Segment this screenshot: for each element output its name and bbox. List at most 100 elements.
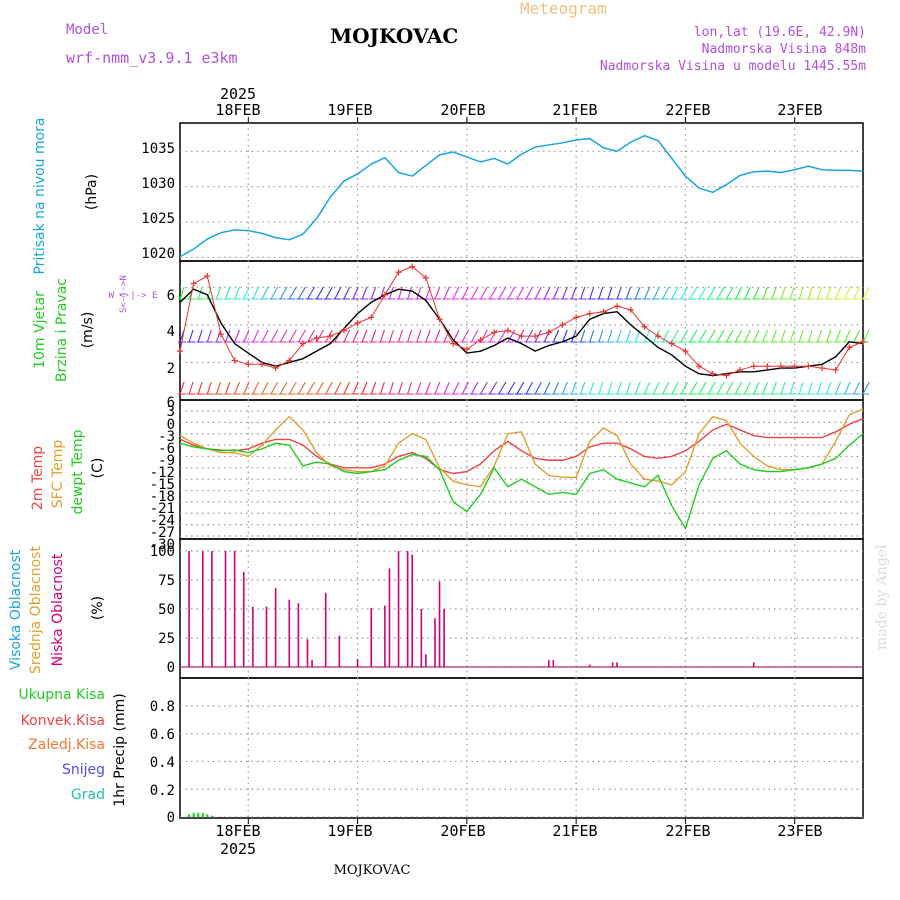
wind-gust-marker xyxy=(518,333,525,340)
temp-tick: -30 xyxy=(150,537,175,553)
wind-barb xyxy=(698,286,707,300)
precip-label-hail: Grad xyxy=(71,787,105,803)
wind-barb xyxy=(434,329,441,343)
bottom-day-label: 22FEB xyxy=(665,822,710,840)
wind-gust-marker xyxy=(422,274,429,281)
wind-barb xyxy=(307,381,316,395)
wind-barb xyxy=(571,381,577,395)
wind-barb xyxy=(416,329,422,343)
wind-barb xyxy=(288,286,297,300)
wind-barb xyxy=(835,286,842,300)
wind-barb xyxy=(680,286,689,300)
wind-gust-marker xyxy=(641,323,648,330)
wind-barb xyxy=(316,286,324,300)
wind-barb xyxy=(388,329,394,343)
temp-tick: -21 xyxy=(150,501,175,517)
wind-barb xyxy=(807,381,813,395)
wind-barb xyxy=(188,329,194,343)
wind-gust-marker xyxy=(450,340,457,347)
precip-label-snow: Snijeg xyxy=(62,762,105,778)
wind-barb xyxy=(707,329,716,343)
wind-barb xyxy=(762,286,769,300)
wind-barb xyxy=(716,329,725,343)
wind-barb xyxy=(443,381,450,395)
wind-gust-marker xyxy=(545,329,552,336)
wind-gust-marker xyxy=(313,335,320,342)
wind-barb xyxy=(407,329,413,343)
wind-gust-marker xyxy=(354,319,361,326)
wind-barb xyxy=(598,286,604,300)
bottom-day-labels: 18FEB 19FEB 20FEB 21FEB 22FEB 23FEB xyxy=(215,822,822,840)
wind-barb xyxy=(643,329,651,343)
wind-barb xyxy=(725,381,734,395)
wind-barb xyxy=(379,329,385,343)
wind-barb xyxy=(297,329,307,343)
precip-label-total: Ukupna Kisa xyxy=(18,687,105,703)
wind-barb xyxy=(680,329,689,343)
wind-gust-marker xyxy=(586,310,593,317)
model-label: Model xyxy=(66,22,108,38)
wind-barb xyxy=(716,381,725,395)
temp-panel-frame xyxy=(179,399,864,540)
top-year-label: 2025 xyxy=(220,85,256,103)
bottom-day-label: 19FEB xyxy=(327,822,372,840)
wind-gust-marker xyxy=(819,365,826,372)
wind-barb xyxy=(671,286,679,300)
wind-barb xyxy=(634,381,641,395)
wind-barb xyxy=(452,286,460,300)
wind-barb xyxy=(780,329,786,343)
temp-label-2m: 2m Temp xyxy=(30,446,46,510)
wind-barb xyxy=(826,329,832,343)
wind-barb xyxy=(744,381,751,395)
wind-barb xyxy=(398,381,403,395)
wind-barb xyxy=(343,329,351,343)
wind-barb xyxy=(780,381,786,395)
wind-gust-marker xyxy=(559,321,566,328)
temp-tick: -3 xyxy=(158,429,175,445)
wind-barb xyxy=(762,329,769,343)
wind-barb xyxy=(835,329,842,343)
precip-ticks: 0 0.2 0.4 0.6 0.8 xyxy=(150,699,175,826)
wind-barb xyxy=(361,286,368,300)
wind-panel-label-2: Brzina i Pravac xyxy=(54,278,70,382)
wind-panel-label-1: 10m Vjetar xyxy=(32,291,48,369)
wind-barb xyxy=(725,329,734,343)
wind-barb xyxy=(507,381,516,395)
wind-gust-marker xyxy=(723,372,730,379)
wind-barb xyxy=(844,329,851,343)
precip-label-freezing: Zaledj.Kisa xyxy=(28,737,105,753)
wind-barb xyxy=(662,381,670,395)
wind-barb xyxy=(853,329,861,343)
cloud-label-mid: Srednja Oblacnost xyxy=(28,546,44,674)
wind-barb xyxy=(480,381,488,395)
wind-barb xyxy=(735,329,743,343)
wind-barb xyxy=(197,329,203,343)
wind-panel-frame xyxy=(179,260,864,401)
wind-barb xyxy=(379,381,385,395)
wind-barb xyxy=(561,286,568,300)
wind-gust-marker xyxy=(682,348,689,355)
wind-barb xyxy=(252,381,260,395)
wind-barb xyxy=(534,286,542,300)
wind-barb xyxy=(225,381,231,395)
wind-gust-marker xyxy=(805,363,812,370)
wind-barb xyxy=(243,329,250,343)
wind-barb xyxy=(552,286,560,300)
wind-barb xyxy=(416,286,422,300)
wind-barb xyxy=(206,329,212,343)
cloud-tick: 0 xyxy=(167,660,175,676)
wind-barb xyxy=(580,381,586,395)
top-day-label: 21FEB xyxy=(552,101,597,119)
wind-barb xyxy=(288,329,297,343)
wind-barb xyxy=(789,286,795,300)
wind-barb xyxy=(580,286,586,300)
wind-barb xyxy=(807,286,813,300)
wind-barb xyxy=(598,381,604,395)
wind-gust-marker xyxy=(436,316,443,323)
pressure-ticks: 1020 1025 1030 1035 xyxy=(141,141,175,262)
wind-barb xyxy=(589,381,595,395)
wind-gust-marker xyxy=(245,361,252,368)
wind-barb xyxy=(780,286,786,300)
wind-barb xyxy=(543,286,551,300)
wind-barb xyxy=(798,329,804,343)
